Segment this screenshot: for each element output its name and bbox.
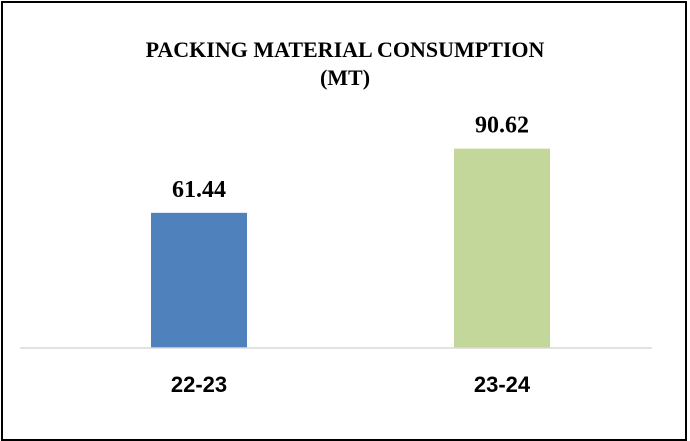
category-label-23-24: 23-24 — [474, 372, 531, 397]
labels-layer: 61.44 22-23 90.62 23-24 — [171, 113, 531, 397]
bar-chart: 61.44 22-23 90.62 23-24 — [20, 113, 652, 397]
bar-22-23 — [151, 212, 247, 348]
category-label-22-23: 22-23 — [171, 372, 227, 397]
data-label-22-23: 61.44 — [172, 177, 226, 203]
bars-layer — [151, 148, 550, 348]
bar-23-24 — [454, 148, 550, 348]
chart-title: PACKING MATERIAL CONSUMPTION — [145, 37, 545, 62]
data-label-23-24: 90.62 — [475, 113, 529, 139]
chart-subtitle: (MT) — [319, 65, 371, 90]
chart-title-block: PACKING MATERIAL CONSUMPTION (MT) — [0, 36, 690, 92]
